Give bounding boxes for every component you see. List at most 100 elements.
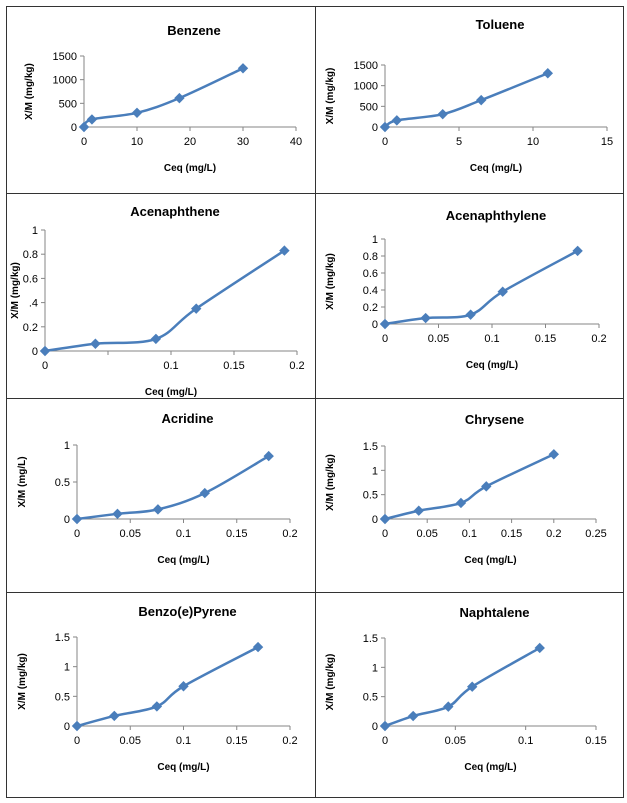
data-point — [467, 681, 478, 692]
chart-title: Acenaphthylene — [446, 208, 546, 223]
x-tick-label: 0.2 — [289, 360, 304, 372]
x-tick-label: 0 — [382, 333, 388, 345]
y-axis-label: X/M (mg/kg) — [325, 454, 336, 511]
data-point — [413, 505, 424, 516]
data-point — [572, 245, 583, 257]
x-tick-label: 0 — [81, 136, 87, 148]
y-axis-label: X/M (mg/kg) — [17, 653, 28, 710]
x-tick-label: 0.2 — [282, 735, 297, 747]
data-point — [263, 450, 274, 462]
y-tick-label: 1000 — [354, 81, 378, 93]
chart-svg: Toluene 0 500 1000 1500 0 5 10 15 Ceq (mg/L) X/M (… — [325, 17, 613, 174]
y-tick-label: 0.5 — [363, 490, 378, 502]
y-tick-label: 0 — [64, 514, 70, 526]
y-tick-label: 1 — [372, 662, 378, 674]
chart-title: Chrysene — [465, 412, 524, 427]
y-axis-label: X/M (mg/kg) — [325, 253, 336, 310]
data-point — [443, 701, 454, 712]
data-point — [542, 68, 554, 79]
data-point — [131, 107, 143, 119]
y-tick-label: 0 — [372, 721, 378, 733]
x-tick-label: 30 — [237, 136, 249, 148]
x-tick-label: 20 — [184, 136, 196, 148]
y-tick-label: 1.5 — [363, 441, 378, 453]
y-tick-label: 0.2 — [23, 322, 38, 334]
chart-svg: Chrysene 0 0.5 1 1.5 0 0.05 0.1 0.15 0.2 0.25 Ceq (… — [325, 412, 607, 566]
x-tick-label: 0.15 — [223, 360, 244, 372]
x-tick-label: 10 — [527, 136, 539, 148]
x-axis-label: Ceq (mg/L) — [464, 762, 516, 773]
x-tick-label: 0 — [42, 360, 48, 372]
y-tick-label: 0 — [32, 346, 38, 358]
chart-svg: Naphtalene 0 0.5 1 1.5 0 0.05 0.1 0.15 Ceq (mg/L)… — [325, 605, 607, 773]
data-point — [190, 303, 202, 314]
chart-title: Acridine — [161, 411, 213, 426]
data-point — [71, 720, 83, 732]
y-tick-label: 1 — [64, 662, 70, 674]
y-tick-label: 0 — [372, 319, 378, 331]
x-tick-label: 0.15 — [501, 528, 522, 540]
grid-row-divider-2 — [6, 398, 624, 399]
x-tick-label: 10 — [131, 136, 143, 148]
y-axis-label: X/M (mg/kg) — [10, 262, 21, 319]
y-tick-label: 1000 — [53, 75, 77, 87]
series-line — [76, 645, 259, 728]
series-line — [384, 453, 555, 521]
x-tick-label: 0.2 — [282, 528, 297, 540]
data-point — [112, 508, 123, 520]
x-tick-label: 0 — [382, 136, 388, 148]
series-line — [384, 72, 549, 129]
series-line — [82, 67, 244, 128]
data-point — [420, 312, 431, 324]
grid-row-divider-1 — [6, 193, 624, 194]
chart-panel: Acenaphthylene 0 0.2 0.4 0.6 0.8 1 0 0.05 0.1 0.15… — [315, 193, 624, 398]
data-point — [407, 710, 419, 722]
data-point — [379, 513, 391, 525]
y-tick-label: 0.4 — [363, 285, 378, 297]
y-tick-label: 500 — [360, 101, 378, 113]
x-axis-label: Ceq (mg/L) — [145, 387, 197, 398]
y-tick-label: 0 — [64, 721, 70, 733]
y-tick-label: 1 — [32, 225, 38, 237]
data-point — [481, 481, 492, 492]
data-point — [475, 94, 487, 106]
x-tick-label: 0.15 — [226, 735, 247, 747]
x-tick-label: 0.05 — [428, 333, 449, 345]
chart-panel: Acenaphthene 0 0.2 .4 0.6 0.8 1 0 0.1 0.15 0.2 Ceq … — [6, 193, 315, 398]
data-point — [39, 345, 51, 357]
y-tick-label: 500 — [59, 98, 77, 110]
x-tick-label: 15 — [601, 136, 613, 148]
y-tick-label: 1.5 — [363, 633, 378, 645]
y-axis-label: X/M (mg/kg) — [325, 654, 336, 711]
chart-title: Naphtalene — [459, 605, 529, 620]
y-axis-label: X/M (mg/L) — [17, 456, 28, 507]
data-point — [379, 318, 391, 330]
chart-svg: Acridine 0 0.5 1 0 0.05 0.1 0.15 0.2 Ceq (mg/L) X/… — [17, 411, 298, 566]
y-tick-label: 1 — [372, 465, 378, 477]
y-tick-label: 0 — [71, 122, 77, 134]
data-point — [548, 449, 560, 460]
x-tick-label: 0.1 — [176, 528, 191, 540]
series-line — [44, 249, 286, 353]
x-tick-label: 0.1 — [462, 528, 477, 540]
x-tick-label: 0.15 — [535, 333, 556, 345]
x-tick-label: 0.05 — [120, 528, 141, 540]
chart-panel: Toluene 0 500 1000 1500 0 5 10 15 Ceq (mg/L) X/M (… — [315, 6, 624, 193]
chart-title: Acenaphthene — [130, 204, 220, 219]
x-tick-label: 40 — [290, 136, 302, 148]
data-point — [150, 333, 162, 345]
data-point — [109, 710, 120, 722]
chart-panel: Benzo(e)Pyrene 0 0.5 1 1.5 0 0.05 0.1 0.15 0.2 Ceq… — [6, 592, 315, 798]
x-tick-label: 0 — [382, 735, 388, 747]
y-tick-label: 1 — [372, 234, 378, 246]
data-point — [391, 115, 403, 126]
x-tick-label: 0.15 — [585, 735, 606, 747]
y-tick-label: 0 — [372, 514, 378, 526]
chart-panel: Acridine 0 0.5 1 0 0.05 0.1 0.15 0.2 Ceq (mg/L) X/… — [6, 398, 315, 592]
data-point — [152, 504, 164, 515]
y-axis-label: X/M (mg/kg) — [325, 68, 336, 125]
y-tick-label: 1 — [64, 440, 70, 452]
data-point — [465, 309, 476, 320]
data-point — [78, 121, 90, 133]
data-point — [178, 681, 189, 692]
